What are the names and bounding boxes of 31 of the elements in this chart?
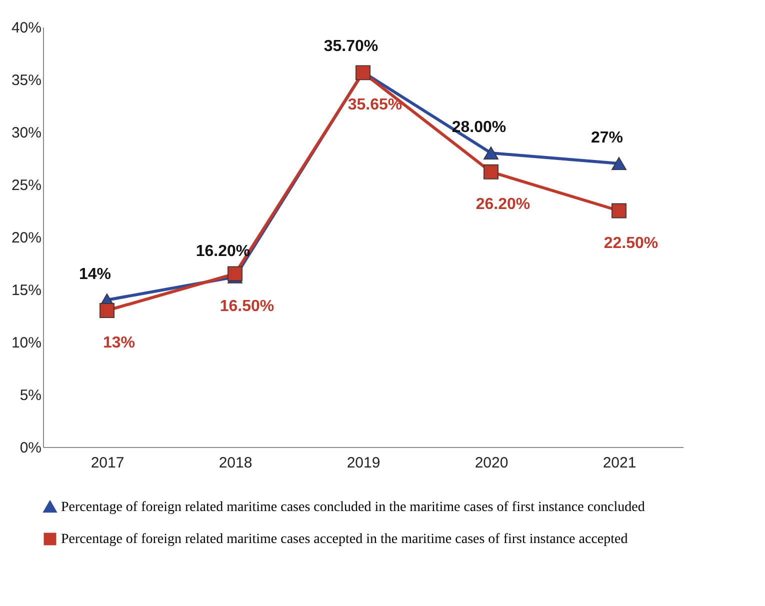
- data-label: 35.70%: [324, 38, 378, 56]
- y-tick-label: 40%: [11, 20, 42, 36]
- data-label: 14%: [78, 266, 112, 283]
- x-tick-label: 2020: [474, 454, 508, 472]
- x-tick-label: 2021: [602, 454, 636, 472]
- point: [484, 164, 498, 180]
- y-tick-label: 15%: [11, 282, 42, 299]
- legend-label: Percentage of foreign related maritime cases concluded in the maritime cases of first instance concluded: [61, 500, 645, 515]
- data-label: 27%: [590, 130, 624, 146]
- data-label: 26.20%: [476, 196, 530, 213]
- point: [612, 203, 626, 218]
- y-tick-label: 5%: [20, 387, 42, 404]
- x-tick-label: 2017: [90, 454, 124, 472]
- y-tick-label: 10%: [11, 334, 42, 352]
- point: [484, 146, 498, 160]
- x-tick-label: 2019: [346, 454, 380, 472]
- x-tick-label: 2018: [218, 454, 252, 472]
- point: [612, 156, 626, 170]
- y-tick-label: 25%: [11, 177, 42, 194]
- legend-label: Percentage of foreign related maritime cases accepted in the maritime cases of first instance accepted: [61, 532, 628, 547]
- data-label: 22.50%: [604, 234, 658, 252]
- y-tick-label: 30%: [11, 124, 42, 142]
- data-label: 35.65%: [348, 96, 402, 114]
- data-label: 28.00%: [452, 119, 506, 136]
- y-tick-label: 35%: [11, 72, 42, 89]
- point: [100, 303, 114, 318]
- data-label: 13%: [102, 334, 136, 352]
- y-tick-label: 0%: [20, 440, 42, 456]
- y-tick-label: 20%: [11, 230, 42, 246]
- point: [228, 266, 242, 282]
- data-label: 16.50%: [220, 298, 274, 315]
